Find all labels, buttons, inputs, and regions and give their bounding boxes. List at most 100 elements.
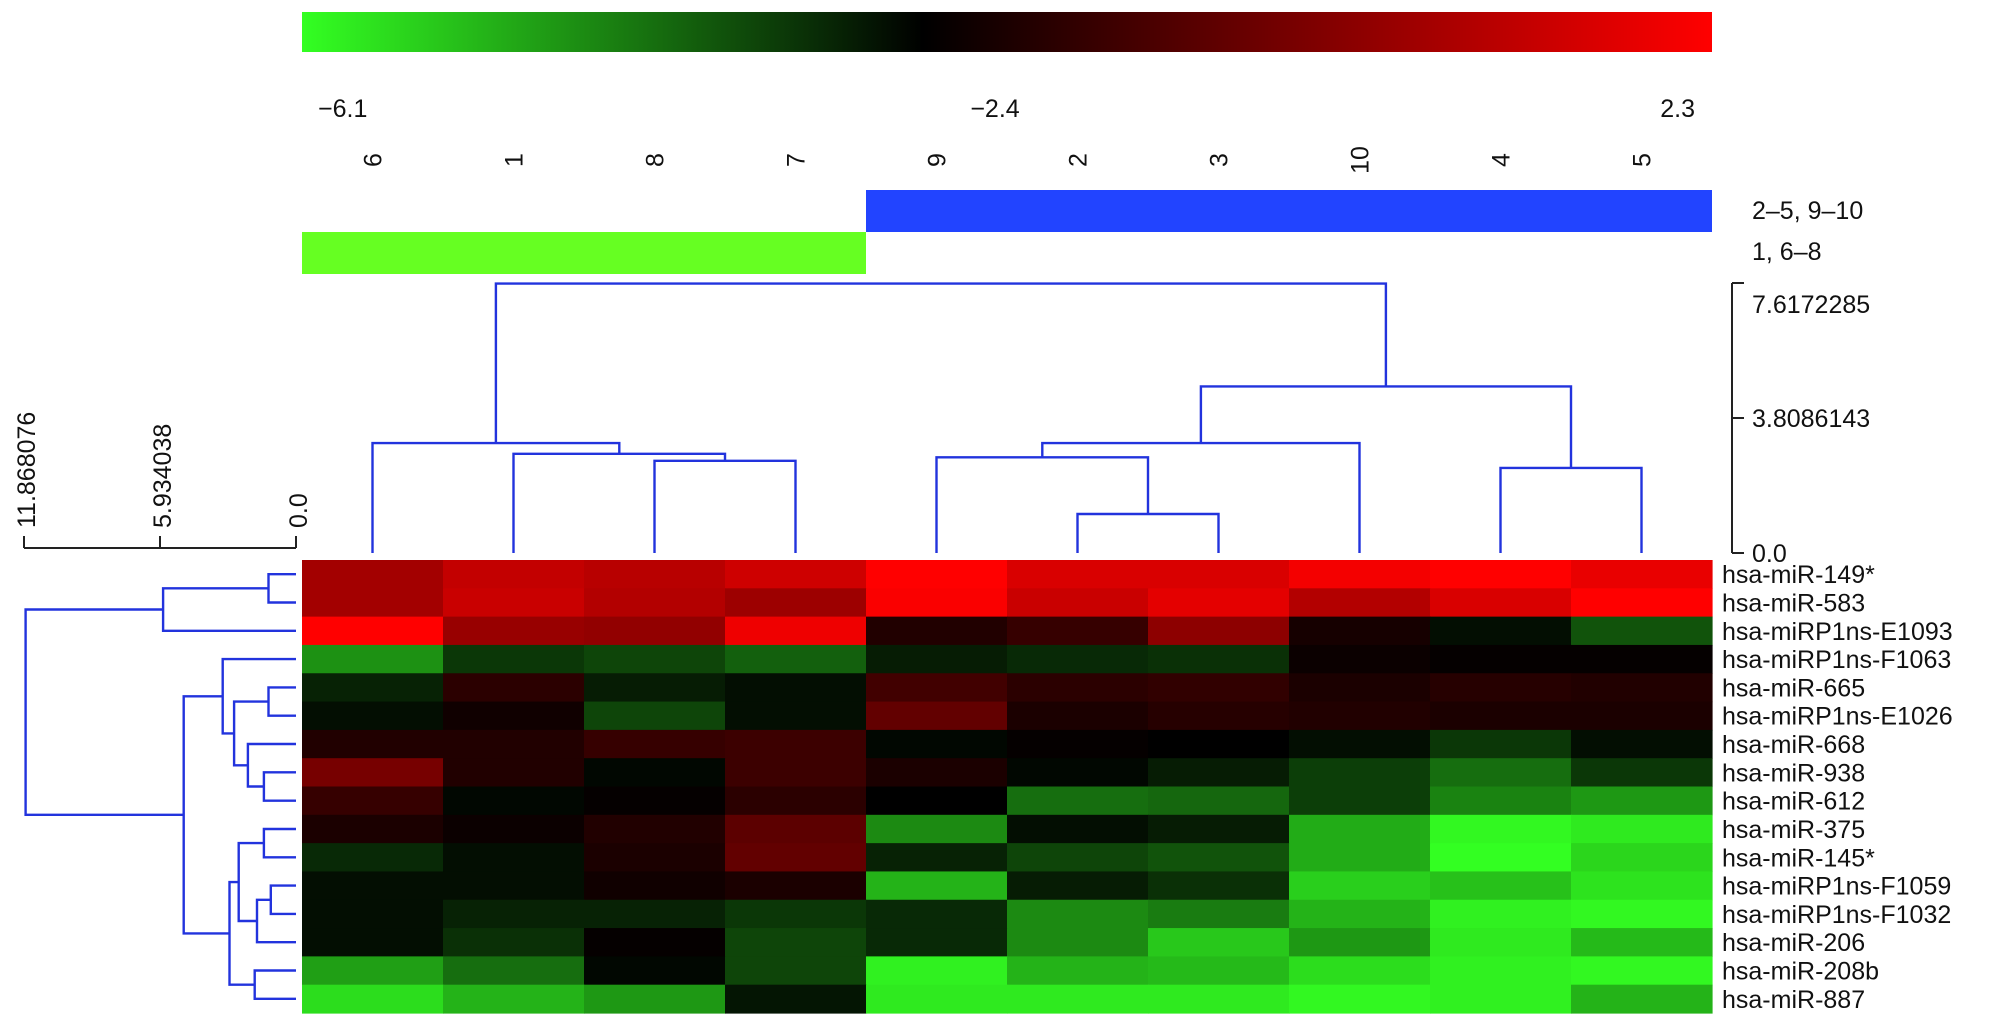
heatmap-cell-r14-c8	[1430, 956, 1572, 986]
heatmap-cell-r7-c2	[584, 758, 726, 788]
heatmap-cell-r4-c4	[866, 673, 1008, 703]
heatmap-cell-r5-c3	[725, 701, 867, 731]
row-label-14: hsa-miR-208b	[1722, 958, 1879, 986]
row-label-10: hsa-miR-145*	[1722, 844, 1875, 872]
heatmap-cell-r12-c3	[725, 899, 867, 929]
heatmap-cell-r14-c2	[584, 956, 726, 986]
heatmap-cell-r9-c8	[1430, 814, 1572, 844]
column-label-2: 8	[642, 153, 670, 167]
row-dendrogram-tick-label-right: 0.0	[285, 493, 313, 528]
heatmap-cell-r3-c0	[302, 644, 444, 674]
heatmap-cell-r11-c5	[1007, 871, 1149, 901]
heatmap-cell-r10-c6	[1148, 843, 1290, 873]
heatmap-cell-r6-c1	[443, 729, 585, 759]
row-labels: hsa-miR-149*hsa-miR-583hsa-miRP1ns-E1093…	[1722, 561, 1953, 1014]
heatmap-cell-r14-c0	[302, 956, 444, 986]
heatmap-cell-r2-c2	[584, 616, 726, 646]
column-dendrogram-link-4	[1499, 466, 1643, 553]
column-dendrogram-tick-label-mid: 3.8086143	[1752, 405, 1870, 433]
row-dendrogram-link-12	[228, 880, 255, 986]
heatmap-cell-r2-c4	[866, 616, 1008, 646]
row-label-6: hsa-miR-668	[1722, 731, 1865, 759]
row-label-11: hsa-miRP1ns-F1059	[1722, 873, 1951, 901]
heatmap-cell-r0-c6	[1148, 560, 1290, 589]
heatmap-cell-r11-c2	[584, 871, 726, 901]
color-scale-min-label: −6.1	[318, 95, 367, 123]
heatmap-cell-r14-c4	[866, 956, 1008, 986]
row-dendrogram-link-14	[24, 608, 184, 816]
heatmap-cell-r10-c4	[866, 843, 1008, 873]
color-scale-bar	[302, 12, 1712, 52]
heatmap-cell-r5-c8	[1430, 701, 1572, 731]
heatmap-cell-r6-c5	[1007, 729, 1149, 759]
heatmap-cell-r11-c9	[1571, 871, 1713, 901]
heatmap-cell-r7-c3	[725, 758, 867, 788]
heatmap-cell-r11-c3	[725, 871, 867, 901]
column-label-4: 9	[924, 153, 952, 167]
heatmap-cell-r14-c9	[1571, 956, 1713, 986]
heatmap-cell-r2-c3	[725, 616, 867, 646]
heatmap-cell-r7-c6	[1148, 758, 1290, 788]
heatmap-cell-r6-c6	[1148, 729, 1290, 759]
row-label-0: hsa-miR-149*	[1722, 561, 1875, 589]
heatmap-cell-r8-c0	[302, 786, 444, 816]
column-dendrogram-link-0	[1076, 512, 1220, 553]
heatmap-cell-r2-c0	[302, 616, 444, 646]
heatmap-cell-r5-c0	[302, 701, 444, 731]
heatmap-cell-r13-c7	[1289, 928, 1431, 957]
heatmap-cell-r2-c1	[443, 616, 585, 646]
heatmap-cell-r15-c6	[1148, 984, 1290, 1014]
heatmap-cell-r3-c4	[866, 644, 1008, 674]
color-scale: −6.1 −2.4 2.3	[302, 12, 1712, 123]
heatmap-cell-r1-c3	[725, 588, 867, 618]
heatmap-cell-r5-c2	[584, 701, 726, 731]
heatmap-cell-r0-c1	[443, 560, 585, 589]
heatmap-cell-r0-c0	[302, 560, 444, 589]
row-label-9: hsa-miR-375	[1722, 816, 1865, 844]
heatmap-cell-r11-c7	[1289, 871, 1431, 901]
heatmap-cell-r10-c8	[1430, 843, 1572, 873]
heatmap-cell-r13-c6	[1148, 928, 1290, 957]
heatmap-cell-r2-c8	[1430, 616, 1572, 646]
heatmap-cell-r11-c6	[1148, 871, 1290, 901]
heatmap-cell-r2-c7	[1289, 616, 1431, 646]
heatmap-cell-r2-c6	[1148, 616, 1290, 646]
heatmap-cell-r5-c1	[443, 701, 585, 731]
row-label-4: hsa-miR-665	[1722, 674, 1865, 702]
row-dendrogram-scale: 11.868076 5.934038 0.0	[13, 412, 313, 549]
heatmap-cell-r1-c0	[302, 588, 444, 618]
heatmap-cell-r5-c4	[866, 701, 1008, 731]
column-label-5: 2	[1065, 153, 1093, 167]
column-dendrogram-link-1	[653, 459, 797, 553]
heatmap-cell-r8-c3	[725, 786, 867, 816]
heatmap-cell-r12-c2	[584, 899, 726, 929]
heatmap-cell-r5-c7	[1289, 701, 1431, 731]
heatmap-cell-r13-c0	[302, 928, 444, 957]
column-group-bars: 2–5, 9–10 1, 6–8	[302, 190, 1863, 274]
column-group-bar-green	[302, 232, 866, 274]
row-dendrogram-link-7	[262, 827, 296, 859]
heatmap-cell-r12-c1	[443, 899, 585, 929]
column-dendrogram-link-3	[935, 456, 1150, 553]
row-dendrogram-tick-label-left: 11.868076	[13, 412, 41, 528]
heatmap-cell-r12-c6	[1148, 899, 1290, 929]
heatmap-cell-r13-c4	[866, 928, 1008, 957]
heatmap-cell-r15-c0	[302, 984, 444, 1014]
heatmap-cell-r9-c0	[302, 814, 444, 844]
heatmap-cell-r3-c8	[1430, 644, 1572, 674]
heatmap-cell-r4-c5	[1007, 673, 1149, 703]
heatmap-cell-r4-c3	[725, 673, 867, 703]
row-dendrogram-link-3	[262, 771, 296, 802]
heatmap-cell-r0-c8	[1430, 560, 1572, 589]
heatmap-cell-r7-c5	[1007, 758, 1149, 788]
heatmap-cell-r9-c6	[1148, 814, 1290, 844]
heatmap-cell-r10-c1	[443, 843, 585, 873]
heatmap-cell-r1-c6	[1148, 588, 1290, 618]
heatmap-cell-r3-c3	[725, 644, 867, 674]
row-dendrogram-link-0	[267, 573, 296, 604]
column-dendrogram-tick-label-top: 7.6172285	[1752, 291, 1870, 319]
heatmap-cell-r10-c0	[302, 843, 444, 873]
heatmap-cell-r11-c4	[866, 871, 1008, 901]
heatmap-cell-r11-c8	[1430, 871, 1572, 901]
